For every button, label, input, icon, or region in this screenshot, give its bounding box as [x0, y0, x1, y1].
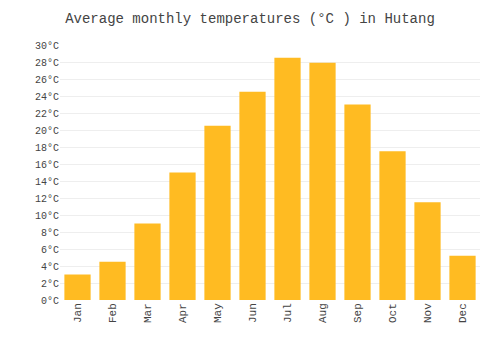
svg-text:22°C: 22°C [35, 109, 59, 120]
svg-text:24°C: 24°C [35, 92, 59, 103]
svg-text:Jul: Jul [282, 303, 294, 323]
svg-text:Sep: Sep [352, 303, 364, 323]
svg-text:Feb: Feb [107, 303, 119, 323]
svg-text:18°C: 18°C [35, 143, 59, 154]
svg-text:May: May [212, 303, 224, 323]
svg-text:4°C: 4°C [41, 262, 59, 273]
svg-text:6°C: 6°C [41, 245, 59, 256]
svg-text:Aug: Aug [317, 303, 329, 323]
svg-text:0°C: 0°C [41, 296, 59, 307]
svg-text:26°C: 26°C [35, 75, 59, 86]
svg-text:Dec: Dec [457, 303, 469, 323]
svg-text:8°C: 8°C [41, 228, 59, 239]
svg-text:20°C: 20°C [35, 126, 59, 137]
svg-text:12°C: 12°C [35, 194, 59, 205]
svg-text:30°C: 30°C [35, 41, 59, 52]
svg-text:Mar: Mar [142, 303, 154, 323]
svg-text:16°C: 16°C [35, 160, 59, 171]
svg-text:Average monthly temperatures (: Average monthly temperatures (°C ) in Hu… [65, 11, 435, 27]
svg-text:28°C: 28°C [35, 58, 59, 69]
svg-text:10°C: 10°C [35, 211, 59, 222]
svg-text:14°C: 14°C [35, 177, 59, 188]
svg-text:2°C: 2°C [41, 279, 59, 290]
svg-text:Nov: Nov [422, 303, 434, 323]
svg-text:Jun: Jun [247, 303, 259, 323]
svg-text:Apr: Apr [177, 303, 189, 323]
svg-text:Jan: Jan [72, 303, 84, 323]
svg-text:Oct: Oct [387, 303, 399, 323]
